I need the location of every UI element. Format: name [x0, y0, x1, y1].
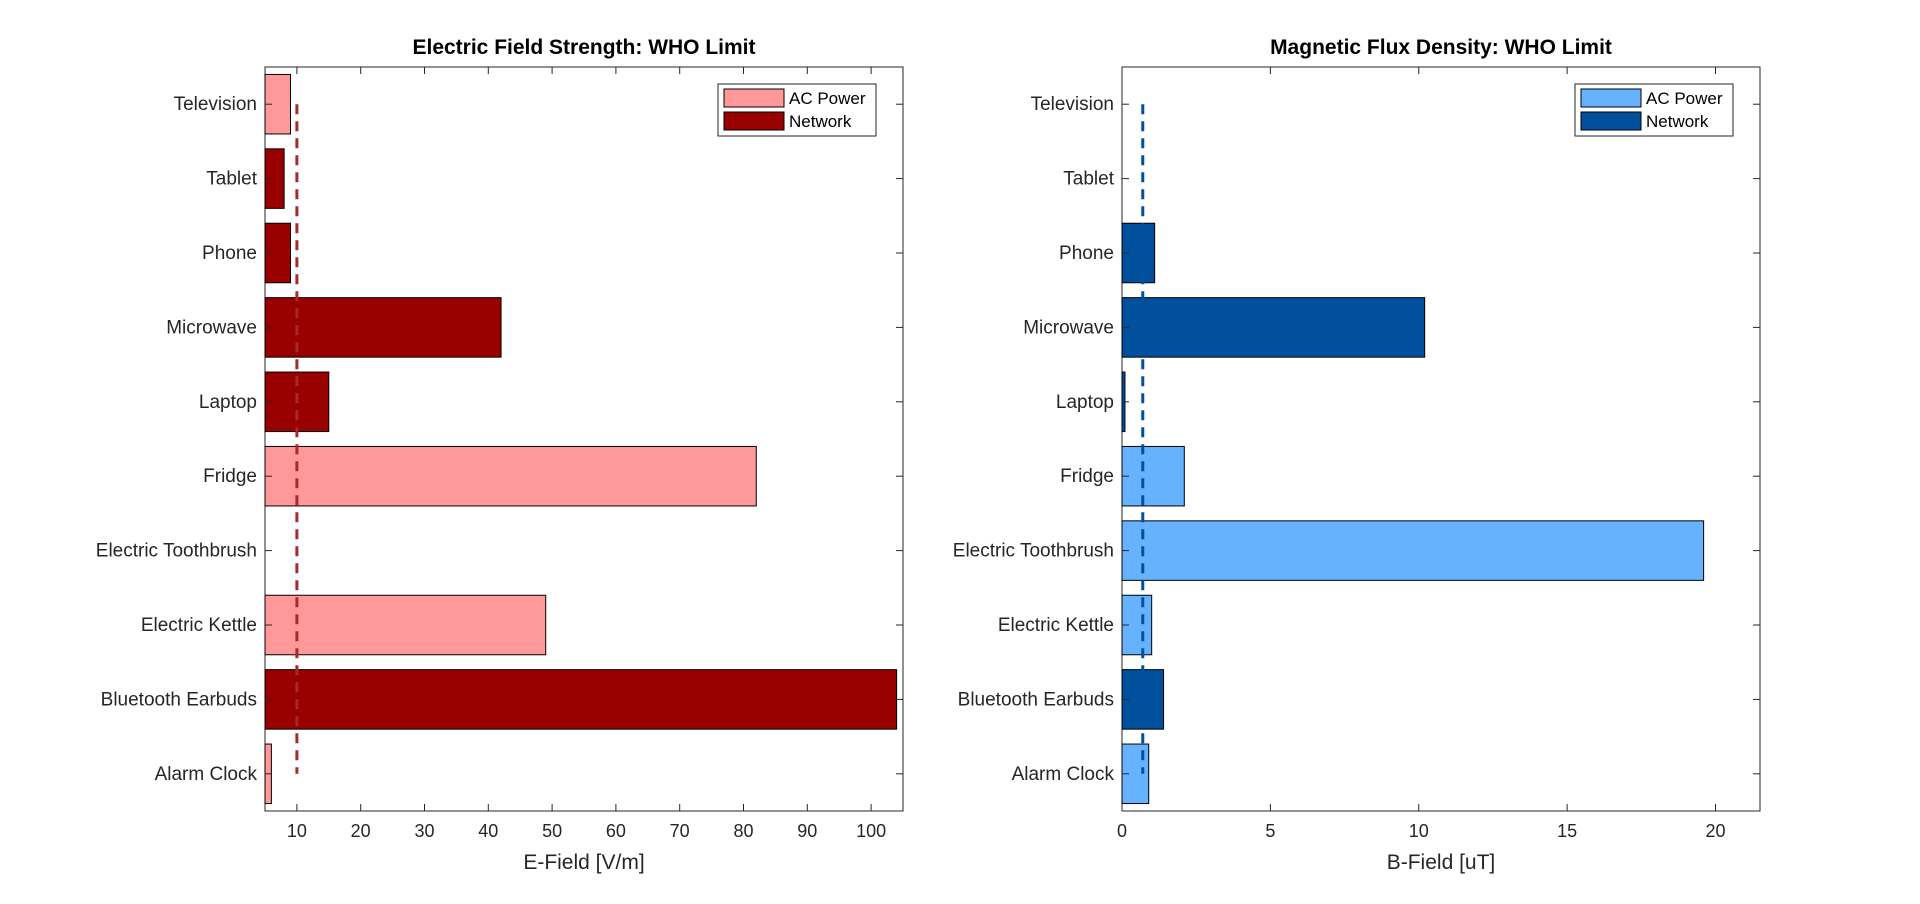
- bar-microwave: [1121, 297, 1426, 358]
- x-tick-label: 90: [797, 821, 817, 841]
- x-tick-label: 40: [478, 821, 498, 841]
- legend-label: AC Power: [789, 89, 866, 108]
- x-tick-label: 15: [1557, 821, 1577, 841]
- y-tick-label: Electric Toothbrush: [953, 541, 1114, 562]
- x-tick-label: 5: [1265, 821, 1275, 841]
- bar-electric-kettle: [1121, 594, 1153, 656]
- x-tick-label: 0: [1117, 821, 1127, 841]
- legend-label: Network: [789, 112, 852, 131]
- y-tick-label: Microwave: [166, 317, 257, 338]
- legend: AC Power Network: [717, 83, 877, 137]
- y-tick-label: Television: [1031, 94, 1114, 115]
- x-axis-label: B-Field [uT]: [1387, 851, 1496, 874]
- bar-fridge: [264, 445, 757, 507]
- y-tick-label: Electric Toothbrush: [96, 541, 257, 562]
- y-tick-label: Electric Kettle: [141, 615, 257, 636]
- x-tick-label: 10: [287, 821, 307, 841]
- y-tick-label: Microwave: [1023, 317, 1114, 338]
- y-tick-label: Laptop: [1056, 392, 1114, 413]
- y-tick-label: Alarm Clock: [1012, 764, 1115, 785]
- y-tick-label: Bluetooth Earbuds: [101, 689, 257, 710]
- bar-electric-kettle: [264, 594, 547, 656]
- y-tick-label: Fridge: [1060, 466, 1114, 487]
- bar-bluetooth-earbuds: [264, 669, 898, 730]
- legend-label: AC Power: [1646, 89, 1723, 108]
- legend-swatch: [723, 88, 785, 108]
- x-tick-label: 60: [606, 821, 626, 841]
- x-tick-label: 20: [351, 821, 371, 841]
- y-tick-label: Fridge: [203, 466, 257, 487]
- chart-title: Electric Field Strength: WHO Limit: [412, 36, 755, 59]
- y-tick-label: Phone: [202, 243, 257, 264]
- x-tick-label: 30: [414, 821, 434, 841]
- x-tick-label: 50: [542, 821, 562, 841]
- y-tick-label: Alarm Clock: [155, 764, 258, 785]
- bar-electric-toothbrush: [1121, 520, 1705, 581]
- bar-microwave: [264, 297, 502, 358]
- y-tick-label: Tablet: [1063, 169, 1114, 190]
- x-axis-label: E-Field [V/m]: [523, 851, 644, 874]
- y-tick-label: Bluetooth Earbuds: [958, 689, 1114, 710]
- y-tick-label: Tablet: [206, 169, 257, 190]
- x-tick-label: 70: [670, 821, 690, 841]
- legend: AC Power Network: [1574, 83, 1734, 137]
- x-tick-label: 80: [733, 821, 753, 841]
- chart-title: Magnetic Flux Density: WHO Limit: [1270, 36, 1612, 59]
- plot-area: [1121, 66, 1761, 812]
- x-tick-label: 100: [856, 821, 886, 841]
- y-tick-label: Laptop: [199, 392, 257, 413]
- y-tick-label: Television: [174, 94, 257, 115]
- y-tick-label: Phone: [1059, 243, 1114, 264]
- legend-swatch: [1580, 88, 1642, 108]
- legend-label: Network: [1646, 112, 1709, 131]
- x-tick-label: 10: [1409, 821, 1429, 841]
- chart-panel-1: Alarm Clock Bluetooth Earbuds Electric Ket…: [96, 36, 904, 874]
- legend-swatch: [723, 111, 785, 131]
- chart-panel-2: Alarm Clock Bluetooth Earbuds Electric Ket…: [953, 36, 1761, 874]
- y-tick-label: Electric Kettle: [998, 615, 1114, 636]
- x-tick-label: 20: [1705, 821, 1725, 841]
- legend-swatch: [1580, 111, 1642, 131]
- bar-fridge: [1121, 445, 1185, 507]
